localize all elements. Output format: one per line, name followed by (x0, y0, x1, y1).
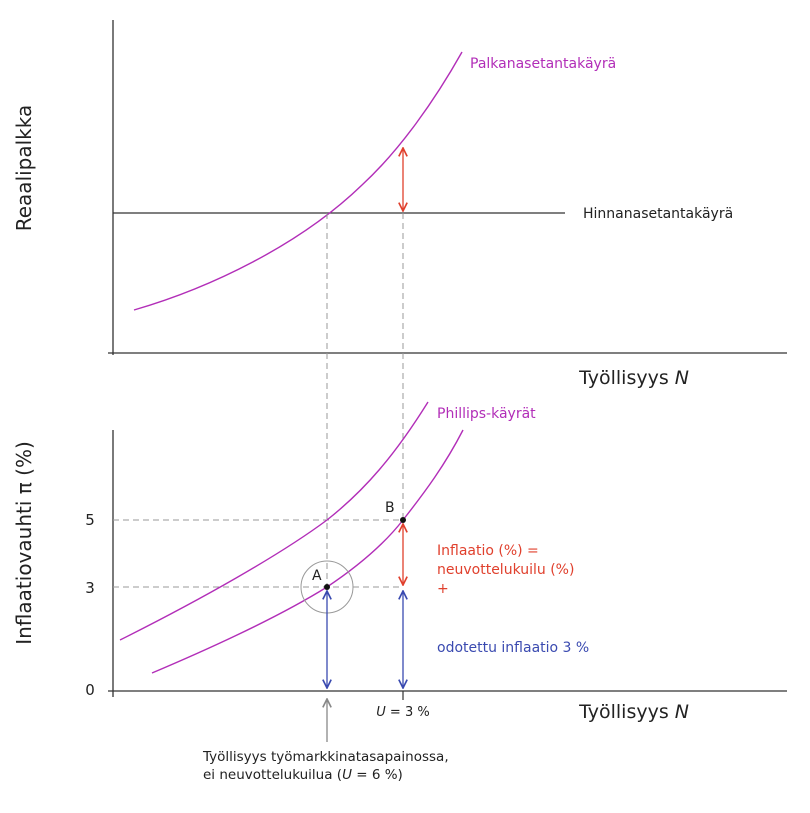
phillips-curve-upper (119, 401, 429, 641)
wage-setting-curve-label: Palkanasetantakäyrä (470, 56, 616, 72)
u-tick-label: U = 3 % (376, 705, 429, 720)
bottom-x-axis-label: Työllisyys N (578, 701, 689, 723)
y-tick-5: 5 (85, 511, 95, 529)
top-x-axis-label: Työllisyys N (578, 367, 689, 389)
top-panel: Reaalipalkka Työllisyys N Hinnanasetanta… (12, 20, 787, 389)
price-setting-curve-label: Hinnanasetantakäyrä (583, 206, 733, 222)
equilibrium-annotation-line2: ei neuvottelukuilua (U = 6 %) (203, 767, 403, 783)
y-tick-0: 0 (85, 681, 95, 699)
inflation-annotation-line3: + (437, 581, 449, 597)
phillips-curves-label: Phillips-käyrät (437, 406, 536, 422)
bottom-panel: Inflaatiovauhti π (%) Työllisyys N 5 3 0… (12, 401, 787, 783)
bottom-y-axis-label: Inflaatiovauhti π (%) (12, 441, 36, 645)
top-y-axis-label: Reaalipalkka (12, 105, 36, 232)
equilibrium-annotation-line1: Työllisyys työmarkkinatasapainossa, (202, 749, 449, 765)
phillips-curve-lower (151, 429, 464, 674)
point-a-dot (324, 584, 330, 590)
inflation-annotation-line2: neuvottelukuilu (%) (437, 562, 574, 578)
expected-inflation-label: odotettu inflaatio 3 % (437, 640, 589, 656)
point-b-dot (400, 517, 406, 523)
wage-setting-curve (133, 51, 463, 311)
point-b-label: B (385, 500, 395, 516)
inflation-annotation-line1: Inflaatio (%) = (437, 543, 539, 559)
y-tick-3: 3 (85, 579, 95, 597)
point-a-label: A (312, 568, 322, 584)
